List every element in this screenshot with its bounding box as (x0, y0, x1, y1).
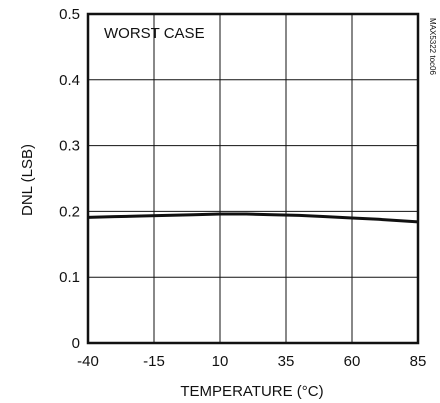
tick-labels: -40 -15 10 35 60 85 0 0.1 0.2 0.3 0.4 0.5 (59, 6, 426, 370)
y-tick-label: 0.3 (59, 138, 80, 155)
plot-frame (86, 12, 420, 345)
x-tick-label: 60 (344, 353, 361, 370)
x-tick-label: 85 (410, 353, 427, 370)
x-tick-label: 10 (212, 353, 229, 370)
grid (88, 14, 418, 343)
y-tick-label: 0 (72, 335, 80, 352)
x-axis-label: TEMPERATURE (°C) (180, 383, 323, 400)
series-layer (87, 212, 419, 224)
y-tick-label: 0.1 (59, 269, 80, 286)
y-axis-label: DNL (LSB) (19, 144, 36, 216)
worst-case-annotation: WORST CASE (104, 25, 205, 42)
figure-tag: MAX5322 toc06 (428, 18, 437, 75)
y-tick-label: 0.5 (59, 6, 80, 23)
x-tick-label: -15 (143, 353, 165, 370)
y-tick-label: 0.2 (59, 203, 80, 220)
x-tick-label: 35 (278, 353, 295, 370)
x-tick-label: -40 (77, 353, 99, 370)
y-tick-label: 0.4 (59, 72, 80, 89)
dnl-series-line (87, 212, 419, 224)
